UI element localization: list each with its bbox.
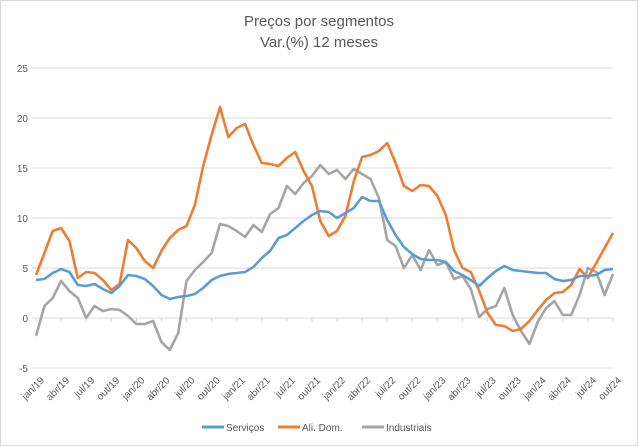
x-tick-label: abr/24: [546, 375, 574, 403]
series-lines: [34, 105, 615, 352]
x-tick-label: jan/24: [521, 375, 549, 403]
x-tick-label: jul/21: [273, 375, 299, 401]
x-tick-label: abr/22: [345, 375, 373, 403]
x-tick-label: jul/23: [473, 375, 499, 401]
x-tick-label: abr/20: [145, 375, 173, 403]
series-line-servi-os: [35, 195, 614, 301]
x-tick-label: jul/19: [72, 375, 98, 401]
x-tick-label: out/22: [396, 375, 424, 403]
y-tick-label: 0: [22, 314, 28, 325]
x-tick-label: abr/19: [44, 375, 72, 403]
x-tick-label: out/19: [95, 375, 123, 403]
x-tick-label: abr/21: [245, 375, 273, 403]
y-tick-label: 15: [17, 164, 29, 175]
y-tick-label: 10: [17, 214, 29, 225]
x-tick-label: jan/22: [320, 375, 348, 403]
legend-label: Ali. Dom.: [302, 423, 343, 434]
legend-label: Industriais: [386, 423, 432, 434]
x-tick-label: jul/24: [574, 375, 600, 401]
x-tick-label: jul/22: [373, 375, 399, 401]
chart-title: Preços por segmentos: [244, 13, 394, 30]
x-tick-label: out/21: [296, 375, 324, 403]
y-tick-label: 25: [17, 64, 29, 75]
y-tick-label: 20: [17, 114, 29, 125]
x-tick-label: abr/23: [446, 375, 474, 403]
series-line-ali-dom-: [34, 105, 615, 333]
x-tick-label: out/23: [496, 375, 524, 403]
x-tick-label: jan/20: [120, 375, 148, 403]
legend: Serviços Ali. Dom. Industriais: [202, 423, 432, 434]
x-tick-label: jul/20: [172, 375, 198, 401]
series-line-industriais: [34, 163, 615, 352]
x-tick-label: jan/23: [421, 375, 449, 403]
y-tick-label: 5: [22, 264, 28, 275]
chart-subtitle: Var.(%) 12 meses: [260, 34, 378, 51]
x-tick-label: jan/19: [19, 375, 47, 403]
x-tick-label: out/20: [195, 375, 223, 403]
x-tick-label: out/24: [597, 375, 625, 403]
y-tick-label: -5: [19, 364, 28, 375]
y-axis-ticks: -5 0 5 10 15 20 25: [17, 64, 29, 375]
legend-label: Serviços: [226, 423, 264, 434]
x-tick-label: jan/21: [220, 375, 248, 403]
